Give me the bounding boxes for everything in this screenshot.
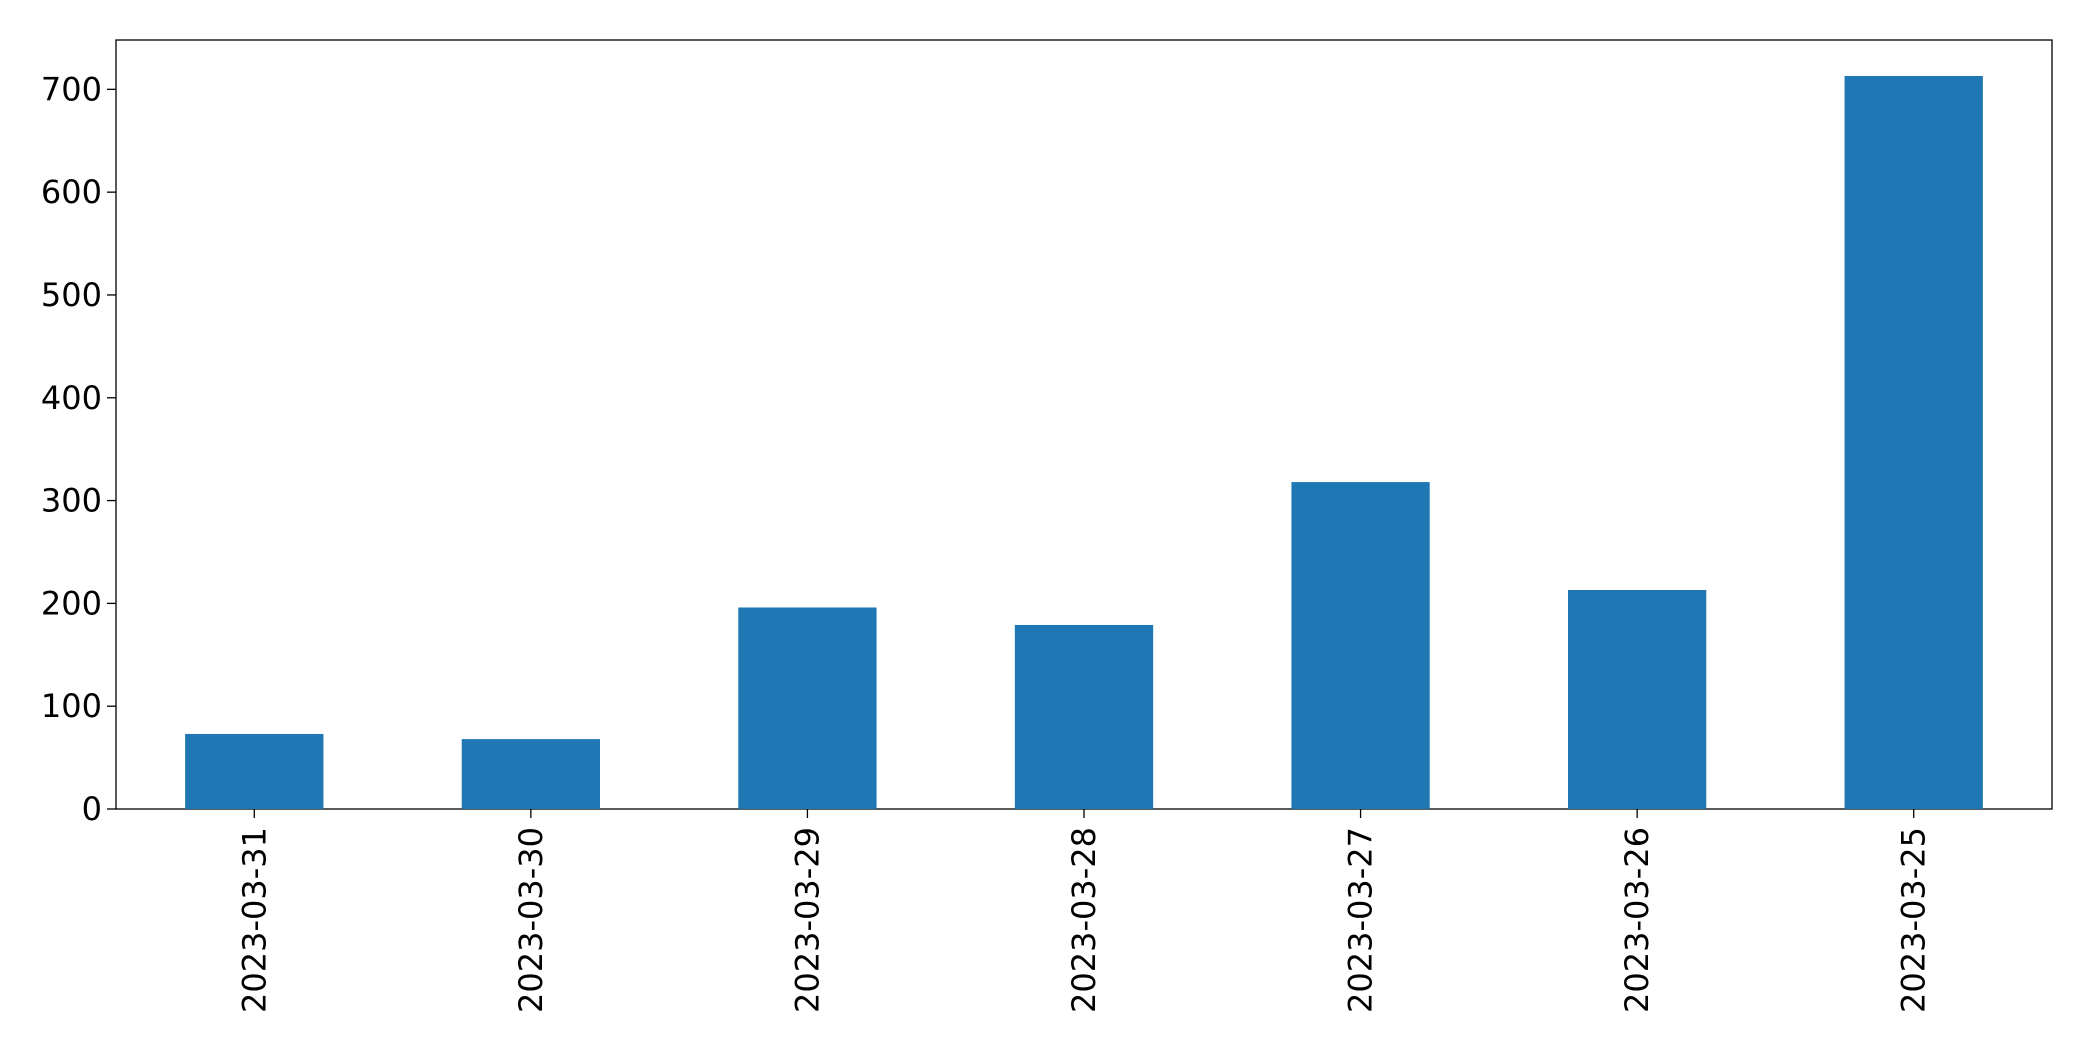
bar <box>1844 75 1983 810</box>
y-tick-label: 600 <box>41 173 102 211</box>
y-tick-label: 400 <box>41 379 102 417</box>
bar <box>738 607 877 809</box>
x-tick-label: 2023-03-29 <box>788 827 826 1013</box>
y-tick-label: 0 <box>82 790 102 828</box>
y-tick-label: 100 <box>41 687 102 725</box>
bar <box>461 739 600 809</box>
y-tick-label: 200 <box>41 584 102 622</box>
bar <box>1291 482 1430 809</box>
x-tick-label: 2023-03-25 <box>1895 827 1933 1013</box>
x-tick-label: 2023-03-26 <box>1618 827 1656 1013</box>
y-tick-label: 300 <box>41 482 102 520</box>
x-tick-label: 2023-03-27 <box>1342 827 1380 1013</box>
bar <box>1014 624 1154 809</box>
bar <box>185 733 324 809</box>
bar <box>1568 590 1707 809</box>
y-tick-label: 700 <box>41 70 102 108</box>
x-tick-label: 2023-03-28 <box>1065 827 1103 1013</box>
y-tick-label: 500 <box>41 276 102 314</box>
x-tick-label: 2023-03-31 <box>235 827 273 1013</box>
x-tick-label: 2023-03-30 <box>512 827 550 1013</box>
